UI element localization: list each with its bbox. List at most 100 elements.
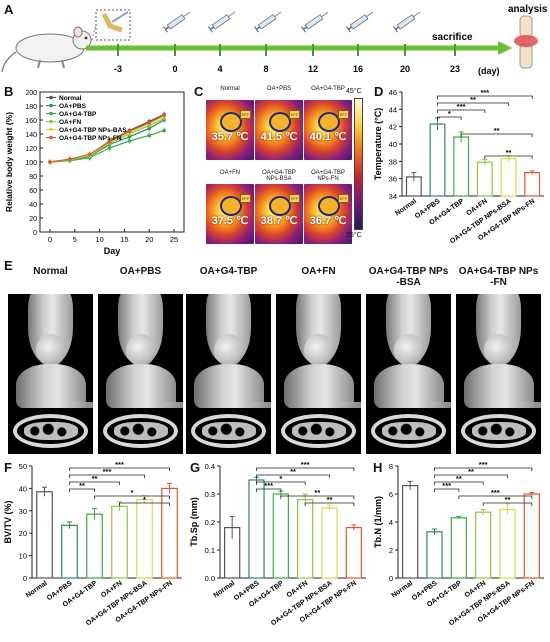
y-tick-label: 80: [29, 174, 37, 181]
significance-bracket: [434, 474, 508, 478]
ct-group-label: OA+PBS: [119, 266, 162, 277]
syringe-icon: [162, 11, 191, 33]
significance-bracket: [69, 474, 145, 478]
ct-trabecular-area: [114, 422, 168, 440]
bar: [523, 493, 540, 579]
data-point: [48, 160, 52, 164]
ct-cortex-ring: [13, 414, 88, 448]
y-tick-label: 140: [25, 132, 37, 139]
significance-bracket: [484, 155, 533, 159]
y-axis-label: Relative body weight (%): [4, 112, 14, 212]
significance-label: *: [448, 109, 451, 118]
ct-group-label: OA+G4-TBP: [199, 266, 258, 277]
bar: [272, 493, 289, 579]
ct-trabecular-area: [24, 422, 78, 440]
thermal-label: Normal: [220, 86, 240, 92]
significance-bracket: [437, 116, 462, 120]
significance-bracket: [460, 133, 533, 137]
significance-bracket: [434, 488, 460, 492]
ct-group-label: OA+G4-TBP NPs -FN: [458, 266, 539, 288]
legend-marker: [49, 119, 53, 124]
analysis-label: analysis: [508, 4, 548, 15]
y-tick-label: 40: [19, 484, 27, 493]
data-point: [87, 152, 92, 157]
y-tick-label: 2: [389, 546, 393, 555]
significance-label: ***: [115, 460, 124, 469]
timeline-tick-label: 20: [400, 64, 410, 74]
micro-ct-panel: Normal OA+PBS OA+G4-TBP OA+FN OA+G4-TBP NPs …: [0, 258, 550, 458]
bar: [500, 158, 517, 197]
bar: [499, 508, 516, 579]
bar: [475, 511, 492, 579]
significance-bracket: [482, 502, 533, 506]
camera-tag: EFF: [289, 110, 300, 119]
y-tick-label: 40: [29, 202, 37, 209]
legend-marker: [49, 135, 53, 140]
y-tick-label: 0: [23, 574, 27, 583]
thermal-image: EFF 37.5 ℃: [206, 184, 254, 244]
significance-label: ***: [457, 102, 466, 111]
significance-bracket: [437, 102, 509, 106]
ct-group-label: OA+G4-TBP NPs -BSA: [368, 266, 449, 288]
legend-label: OA+FN: [59, 119, 82, 126]
panel-letter-g: G: [190, 460, 201, 475]
significance-label: ***: [480, 88, 489, 97]
bar: [36, 491, 53, 579]
camera-tag: EFF: [338, 110, 349, 119]
tbsp-bar-chart: 0.00.10.20.30.4Tb.Sp (mm)NormalOA+PBSOA+…: [189, 460, 366, 627]
mouse-thermal-icon: [269, 112, 291, 132]
significance-bracket: [458, 495, 533, 499]
bar: [524, 171, 541, 197]
thermal-temperature: 35.7 ℃: [211, 131, 249, 143]
thermal-temperature: 38.7 ℃: [260, 215, 298, 227]
ct-patella: [394, 334, 424, 366]
bar: [248, 479, 265, 579]
significance-label: **: [290, 467, 296, 476]
y-tick-label: 0.3: [205, 490, 215, 499]
syringe-icon: [253, 11, 282, 33]
significance-bracket: [434, 467, 533, 471]
panel-letter-c: C: [194, 84, 204, 99]
significance-label: **: [327, 495, 333, 504]
significance-label: ***: [264, 481, 273, 490]
thermal-color-scale: [354, 98, 363, 230]
syringe-icon: [207, 11, 236, 33]
significance-label: **: [494, 126, 500, 135]
ct-trabecular-area: [382, 422, 436, 440]
ct-cortex-ring: [191, 414, 266, 448]
significance-bracket: [69, 488, 95, 492]
panel-letter-f: F: [4, 460, 12, 475]
significance-label: **: [314, 488, 320, 497]
data-point: [127, 135, 132, 139]
ct-cross-section: [366, 408, 451, 454]
mouse-thermal-icon: [318, 196, 340, 216]
significance-label: ***: [103, 467, 112, 476]
ct-cross-section: [98, 408, 183, 454]
legend-label: Normal: [59, 95, 82, 102]
timeline-arrowhead: [498, 41, 512, 55]
significance-bracket: [437, 95, 533, 99]
sacrifice-label: sacrifice: [432, 32, 473, 43]
significance-label: ***: [491, 488, 500, 497]
significance-bracket: [69, 467, 170, 471]
x-axis-label: Day: [104, 246, 121, 256]
x-tick-label: 0: [48, 235, 52, 244]
timeline-tick-label: 8: [263, 64, 268, 74]
syringe-icon: [345, 11, 374, 33]
thermal-label: OA+PBS: [266, 86, 292, 92]
significance-bracket: [119, 502, 170, 506]
bar: [61, 524, 78, 579]
y-tick-label: 34: [389, 192, 397, 201]
thermal-image: EFF 38.7 ℃: [255, 184, 303, 244]
thermal-temperature: 37.5 ℃: [211, 215, 249, 227]
thermal-image: EFF 41.5 ℃: [255, 100, 303, 160]
bar: [297, 498, 314, 579]
x-tick-label: 15: [120, 235, 128, 244]
significance-bracket: [304, 502, 355, 506]
bar: [111, 505, 128, 579]
ct-patella: [214, 334, 244, 366]
significance-label: *: [131, 488, 134, 497]
y-tick-label: 30: [19, 507, 27, 516]
significance-label: *: [143, 495, 146, 504]
y-tick-label: 100: [25, 160, 37, 167]
